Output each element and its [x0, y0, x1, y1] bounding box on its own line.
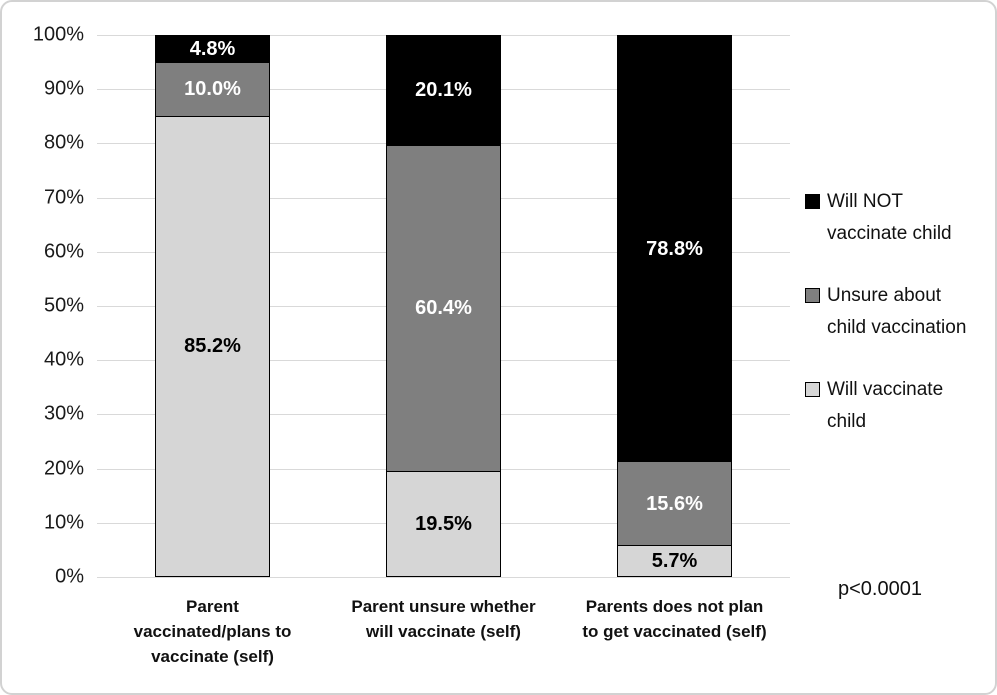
segment-value-label: 85.2% [184, 335, 241, 358]
segment-value-label: 15.6% [646, 492, 703, 515]
bar-segment: 4.8% [156, 36, 269, 62]
stacked-bar: 20.1% 60.4% 19.5% [386, 35, 501, 577]
y-axis-tick-label: 10% [43, 511, 84, 534]
segment-value-label: 78.8% [646, 237, 703, 260]
x-axis-category-label: Parent vaccinated/plans to vaccinate (se… [133, 597, 292, 666]
y-axis-tick-label: 0% [55, 565, 84, 588]
segment-value-label: 20.1% [415, 79, 472, 102]
legend-item: Unsure about child vaccination [805, 280, 995, 344]
y-axis: 0% 10% 20% 30% 40% 50% 60% 70% 80% 90% 100% [2, 24, 88, 588]
legend-swatch [805, 194, 820, 209]
bar-segment: 78.8% [618, 36, 731, 462]
y-axis-tick-label: 20% [43, 457, 84, 480]
x-axis-category-label: Parent unsure whether will vaccinate (se… [351, 597, 536, 641]
x-axis: Parent vaccinated/plans to vaccinate (se… [97, 594, 790, 684]
y-axis-tick-label: 80% [43, 131, 84, 154]
bar-segment: 10.0% [156, 61, 269, 116]
bar-segment: 20.1% [387, 36, 500, 145]
p-value-annotation: p<0.0001 [838, 578, 922, 600]
bar-segment: 5.7% [618, 545, 731, 576]
legend-item: Will vaccinate child [805, 374, 995, 438]
y-axis-tick-label: 30% [43, 402, 84, 425]
y-axis-tick-label: 100% [32, 23, 84, 46]
legend: Will NOT vaccinate child Unsure about chi… [805, 186, 995, 468]
y-axis-tick-label: 40% [43, 348, 84, 371]
segment-value-label: 4.8% [189, 37, 236, 60]
stacked-bar: 4.8% 10.0% 85.2% [155, 35, 270, 577]
plot-area: 4.8% 10.0% 85.2% 20.1% 60.4% 19.5% 78.8% 15.6% 5… [97, 35, 790, 578]
bar-segment: 15.6% [618, 461, 731, 546]
legend-item: Will NOT vaccinate child [805, 186, 995, 250]
legend-label: Unsure about child vaccination [827, 285, 967, 338]
bar-segment: 19.5% [387, 470, 500, 576]
segment-value-label: 10.0% [184, 78, 241, 101]
y-axis-tick-label: 90% [43, 77, 84, 100]
segment-value-label: 5.7% [651, 550, 698, 573]
y-axis-tick-label: 70% [43, 186, 84, 209]
y-axis-tick-label: 50% [43, 294, 84, 317]
y-axis-tick-label: 60% [43, 240, 84, 263]
x-axis-category-label: Parents does not plan to get vaccinated … [582, 597, 767, 641]
legend-swatch [805, 382, 820, 397]
legend-label: Will NOT vaccinate child [827, 191, 952, 244]
bar-segment: 85.2% [156, 115, 269, 576]
legend-label: Will vaccinate child [827, 379, 944, 432]
segment-value-label: 60.4% [415, 297, 472, 320]
gridline [97, 577, 790, 578]
segment-value-label: 19.5% [415, 512, 472, 535]
bar-segment: 60.4% [387, 144, 500, 471]
legend-swatch [805, 288, 820, 303]
stacked-bar: 78.8% 15.6% 5.7% [617, 35, 732, 577]
